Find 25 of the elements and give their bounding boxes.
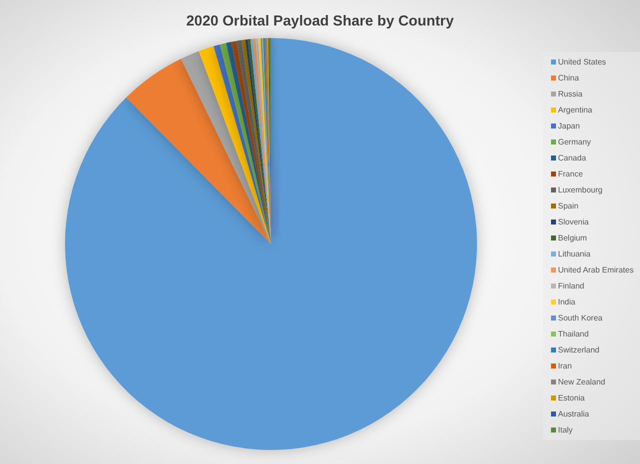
- chart-title: 2020 Orbital Payload Share by Country: [186, 14, 454, 30]
- legend-label: Estonia: [558, 394, 586, 402]
- legend-label: South Korea: [558, 314, 604, 322]
- legend-label: New Zealand: [558, 378, 606, 386]
- legend-label: China: [558, 74, 580, 82]
- legend-label: United States: [558, 58, 606, 66]
- legend-label: Thailand: [558, 330, 589, 338]
- legend-label: Argentina: [558, 106, 593, 114]
- legend-label: Belgium: [558, 234, 588, 242]
- legend-label: Slovenia: [558, 218, 590, 226]
- legend-label: Japan: [558, 122, 580, 130]
- legend-label: Italy: [558, 426, 573, 434]
- legend-label: France: [558, 170, 584, 178]
- legend-label: Australia: [558, 410, 590, 418]
- legend-label: Russia: [558, 90, 584, 98]
- legend-label: Canada: [558, 154, 587, 162]
- legend-label: Luxembourg: [558, 186, 602, 194]
- legend-label: United Arab Emirates: [558, 266, 634, 274]
- legend-label: India: [558, 298, 576, 306]
- legend-label: Lithuania: [558, 250, 592, 258]
- legend-label: Finland: [558, 282, 584, 290]
- legend-label: Spain: [558, 202, 578, 210]
- legend-label: Switzerland: [558, 346, 600, 354]
- legend-label: Germany: [558, 138, 591, 146]
- legend-label: Iran: [558, 362, 572, 370]
